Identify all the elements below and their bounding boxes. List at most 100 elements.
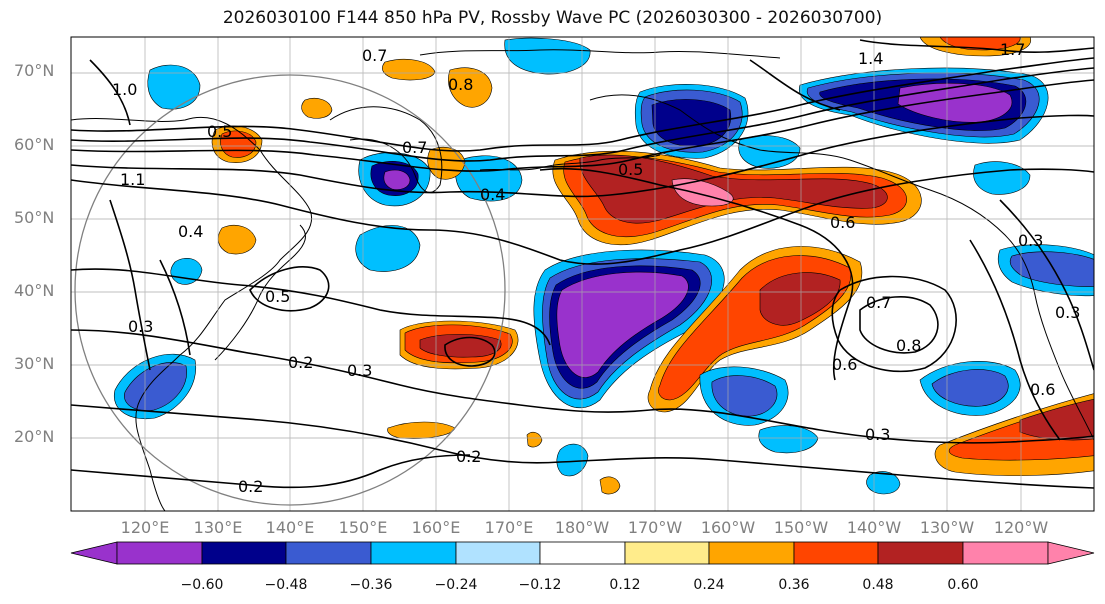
contour-label: 0.2 [238, 477, 263, 496]
lon-tick-label: 130°W [919, 518, 975, 537]
lon-tick-label: 140°W [846, 518, 902, 537]
lat-tick-label: 60°N [14, 135, 55, 154]
contour-2 [71, 67, 1094, 162]
reference-circle [74, 74, 506, 506]
contour-label: 0.5 [618, 160, 643, 179]
colorbar-label: 0.60 [947, 577, 979, 593]
contour-label: 0.7 [866, 293, 891, 312]
contour-label: 0.3 [128, 317, 153, 336]
positive-anomaly-diagonal-inner [759, 272, 841, 326]
contour-5 [71, 168, 1094, 265]
negative-anomaly-east-inner [931, 369, 1009, 407]
colorbar-bin [962, 541, 1049, 565]
positive-anomaly-southeast-inner [1019, 398, 1094, 441]
negative-anomaly-taiwan-inner [124, 362, 187, 411]
contour-label: 1.1 [120, 170, 145, 189]
negative-anomaly-northeast-core [897, 82, 1013, 123]
contour-label: 0.3 [347, 361, 372, 380]
colorbar-bin [370, 541, 457, 565]
colorbar-label: −0.60 [180, 577, 224, 593]
lon-tick-label: 170°E [484, 518, 534, 537]
contour-label: 0.6 [832, 355, 857, 374]
colorbar-label: 0.12 [609, 577, 641, 593]
lat-tick-label: 50°N [14, 208, 55, 227]
contour-12 [831, 275, 957, 373]
coastline-alaska [589, 94, 1094, 441]
lat-tick-label: 40°N [14, 281, 55, 300]
contour-9 [71, 454, 471, 489]
colorbar-bin [539, 541, 626, 565]
negative-anomaly-nw [147, 64, 201, 110]
coastline-asia [71, 116, 313, 511]
contour-label: 0.8 [448, 75, 473, 94]
contour-19 [859, 39, 1094, 53]
colorbar-bin [624, 541, 710, 565]
negative-anomaly-subtropic-3 [866, 471, 901, 495]
contour-18 [969, 239, 1061, 441]
contour-label: 0.5 [207, 122, 232, 141]
negative-anomaly-central-core [556, 271, 689, 378]
contour-label: 0.4 [480, 185, 505, 204]
coastline-arctic [419, 49, 781, 59]
positive-anomaly-bering-east [448, 67, 493, 108]
lat-tick-label: 20°N [14, 427, 55, 446]
colorbar-label: −0.48 [264, 577, 308, 593]
lon-tick-label: 120°E [120, 518, 170, 537]
negative-anomaly-midlat-west [355, 225, 421, 272]
lon-tick-label: 170°W [627, 518, 683, 537]
lon-tick-label: 130°E [193, 518, 243, 537]
contour-21 [89, 59, 131, 126]
contour-1 [71, 57, 1094, 152]
contour-14 [539, 167, 854, 381]
contour-17 [999, 199, 1094, 371]
lon-tick-label: 150°E [338, 518, 388, 537]
contour-13 [444, 336, 496, 367]
colorbar-extend-high [1047, 541, 1095, 565]
contour-label: 0.8 [896, 336, 921, 355]
positive-anomaly-japan-sea [217, 225, 257, 255]
contour-label: 0.2 [456, 447, 481, 466]
pv-contours [71, 39, 1094, 489]
contour-3 [71, 79, 1094, 172]
contour-label: 0.3 [1018, 231, 1043, 250]
contour-20 [749, 59, 841, 111]
colorbar-label: −0.24 [434, 577, 478, 593]
contour-label: 0.7 [402, 138, 427, 157]
colorbar-bin [877, 541, 964, 565]
contour-label: 0.6 [1030, 380, 1055, 399]
figure-title: 2026030100 F144 850 hPa PV, Rossby Wave … [222, 8, 883, 28]
positive-anomaly-subtropic-west [387, 421, 456, 439]
colorbar-bin [285, 541, 372, 565]
colorbar-extend-low [70, 541, 118, 565]
lon-tick-label: 140°E [265, 518, 315, 537]
contour-label: 1.7 [1000, 40, 1025, 59]
contour-label: 1.4 [858, 49, 883, 68]
lat-tick-label: 30°N [14, 354, 55, 373]
positive-anomaly-okhotsk [301, 98, 333, 119]
colorbar-label: 0.24 [693, 577, 725, 593]
contour-label: 0.2 [288, 353, 313, 372]
negative-anomaly-east-coast-inner [1009, 251, 1094, 287]
negative-anomaly-japan-north-core [383, 169, 411, 190]
colorbar-bin [201, 541, 287, 565]
coastlines [71, 49, 1094, 511]
contour-label: 0.7 [362, 46, 387, 65]
contour-label: 1.0 [112, 80, 137, 99]
contour-label: 0.3 [1055, 303, 1080, 322]
positive-anomaly-bering [382, 59, 436, 81]
lon-tick-label: 160°W [700, 518, 756, 537]
contour-16 [159, 259, 191, 356]
contour-labels: 0.7 0.8 1.4 1.7 1.0 0.5 0.7 0.4 0.5 0.6 … [112, 40, 1080, 496]
lon-tick-label: 150°W [773, 518, 829, 537]
colorbar-label: −0.36 [349, 577, 393, 593]
map-layers: 0.7 0.8 1.4 1.7 1.0 0.5 0.7 0.4 0.5 0.6 … [71, 37, 1094, 511]
positive-anomaly-west-inner [419, 334, 502, 358]
colorbar [70, 541, 1095, 565]
lon-tick-label: 180°W [554, 518, 610, 537]
colorbar-label: 0.48 [862, 577, 894, 593]
contour-label: 0.6 [830, 213, 855, 232]
lat-tick-label: 70°N [14, 61, 55, 80]
contour-label: 0.4 [178, 222, 203, 241]
contour-15 [109, 199, 151, 371]
